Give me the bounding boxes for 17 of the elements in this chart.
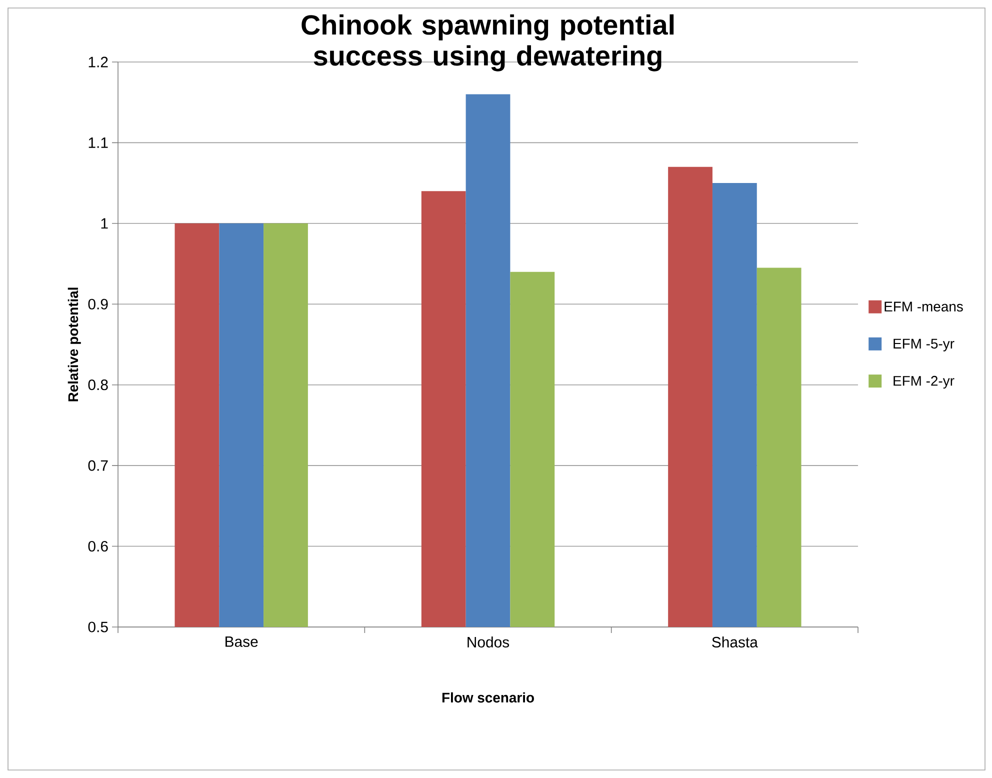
x-tick-label: Shasta <box>712 636 758 648</box>
x-axis-title: Flow scenario <box>442 692 534 703</box>
y-tick-label: 1.1 <box>88 138 108 148</box>
y-axis-title: Relative potential <box>68 288 81 402</box>
legend-label: EFM -means <box>884 302 963 312</box>
legend-label: EFM -2-yr <box>894 376 954 389</box>
y-tick-label: 1 <box>101 218 108 229</box>
chart-title: Chinook spawning potential success using dewatering <box>302 14 674 72</box>
y-tick-label: 1.2 <box>88 56 108 68</box>
x-tick-label: Base <box>226 636 258 647</box>
y-tick-label: 0.7 <box>88 460 108 471</box>
y-tick-label: 0.6 <box>88 540 108 552</box>
legend-label: EFM -5-yr <box>894 338 954 352</box>
y-tick-label: 0.5 <box>88 622 108 632</box>
y-tick-label: 0.9 <box>88 298 108 310</box>
y-tick-label: 0.8 <box>88 380 108 390</box>
x-tick-label: Nodos <box>468 636 510 648</box>
